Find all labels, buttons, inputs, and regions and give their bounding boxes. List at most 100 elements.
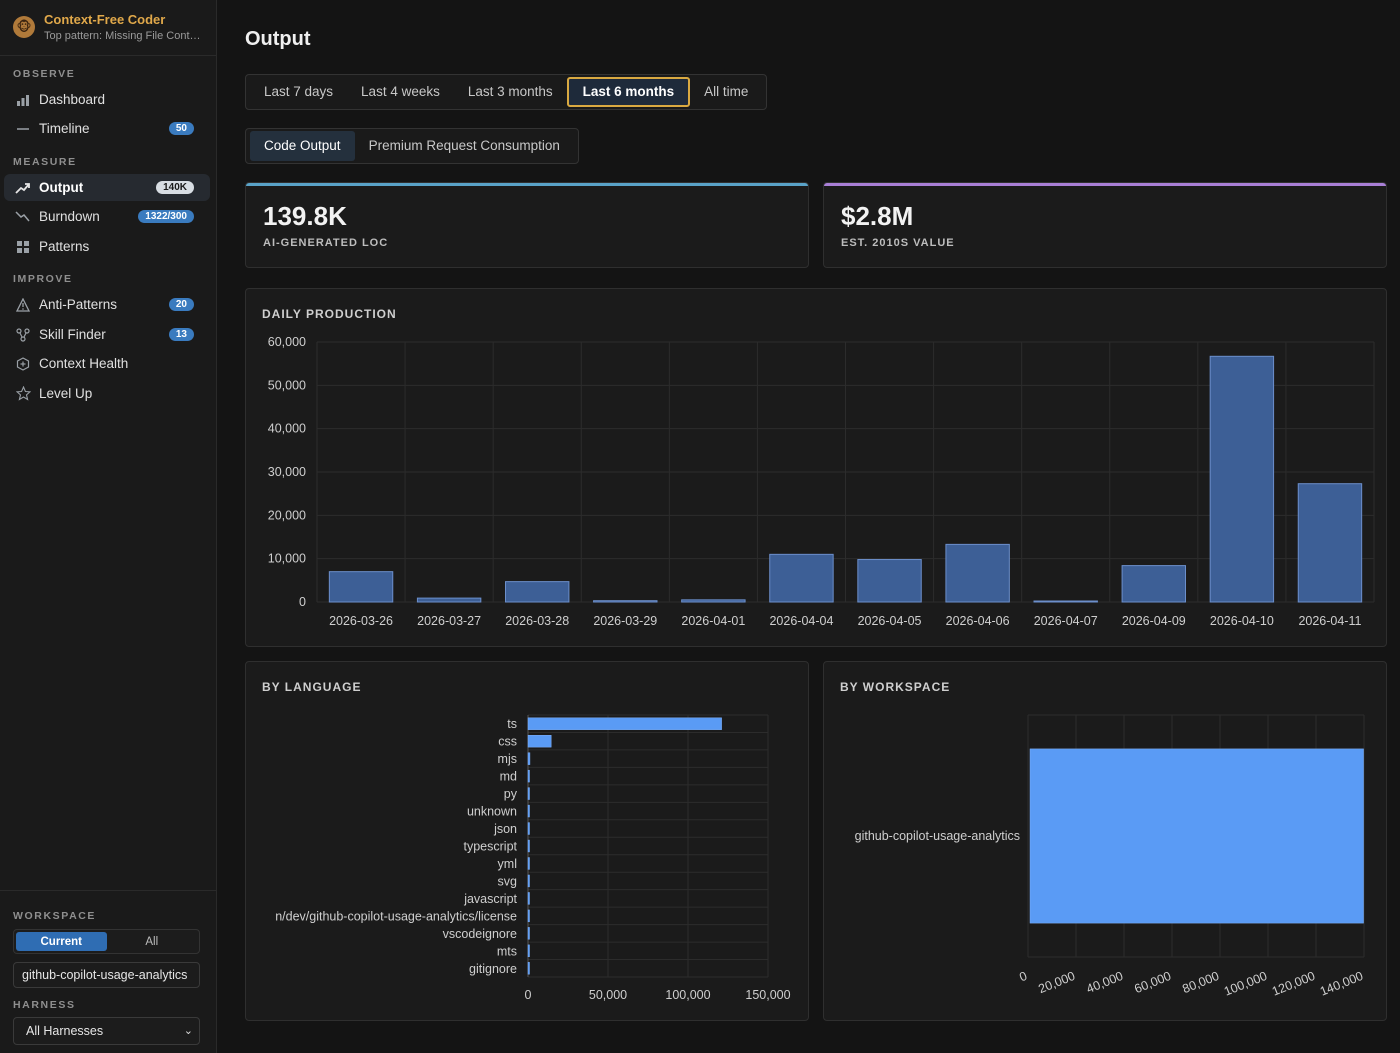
- x-tick-label: 2026-04-01: [681, 614, 745, 628]
- bar: [1209, 355, 1275, 603]
- count-badge: 1322/300: [138, 210, 194, 223]
- workspace-scope-toggle: Current All: [13, 929, 200, 954]
- x-tick-label: 2026-04-11: [1298, 614, 1361, 628]
- y-tick-label: 50,000: [268, 378, 306, 392]
- bar: [527, 909, 530, 923]
- bar: [769, 553, 834, 603]
- sidebar-item-label: Output: [39, 180, 84, 195]
- bar: [328, 571, 394, 603]
- kpi-label: AI-GENERATED LOC: [263, 237, 389, 249]
- daily-production-panel: DAILY PRODUCTION 0 10,000 20,000 30,000 40,0…: [245, 288, 1387, 647]
- sidebar-item-output[interactable]: Output 140K: [4, 174, 210, 201]
- sidebar-item-context-health[interactable]: Context Health: [4, 350, 210, 377]
- kpi-value: 139.8K: [263, 201, 347, 231]
- x-tick-label: 2026-04-09: [1122, 614, 1186, 628]
- brand-subtitle: Top pattern: Missing File Context: [44, 30, 204, 42]
- bar: [527, 804, 530, 818]
- x-tick-label: 2026-04-05: [858, 614, 922, 628]
- section-label-measure: MEASURE: [13, 156, 77, 168]
- sidebar-item-dashboard[interactable]: Dashboard: [4, 86, 210, 113]
- y-tick-label: md: [500, 770, 517, 784]
- harness-select[interactable]: All Harnesses ⌄: [13, 1017, 200, 1045]
- section-label-observe: OBSERVE: [13, 68, 76, 80]
- bar: [681, 599, 746, 603]
- x-tick-label: 100,000: [1222, 969, 1269, 999]
- view-tabs: Code Output Premium Request Consumption: [245, 128, 579, 164]
- brand[interactable]: 🐵 Context-Free Coder Top pattern: Missin…: [12, 10, 207, 50]
- bar-chart-icon: [14, 91, 32, 109]
- y-tick-label: javascript: [463, 892, 517, 906]
- monkey-logo-icon: 🐵: [13, 16, 35, 38]
- harness-select-value: All Harnesses: [26, 1024, 104, 1038]
- workspace-label: WORKSPACE: [13, 910, 97, 922]
- bar: [527, 839, 530, 853]
- count-badge: 50: [168, 122, 194, 135]
- bar: [527, 944, 530, 957]
- tab-last-6-months[interactable]: Last 6 months: [566, 77, 691, 107]
- bar: [1033, 600, 1098, 603]
- page-title: Output: [245, 28, 311, 50]
- y-tick-label: vscodeignore: [443, 927, 517, 941]
- x-tick-label: 2026-03-26: [329, 614, 393, 628]
- y-tick-label: css: [498, 735, 517, 749]
- y-tick-label: 20,000: [268, 508, 306, 522]
- bar: [1297, 483, 1363, 603]
- bar: [527, 874, 530, 888]
- y-tick-label: 0: [299, 595, 306, 609]
- timeline-icon: [14, 120, 32, 138]
- sidebar-item-label: Context Health: [39, 356, 129, 371]
- count-badge: 13: [168, 328, 194, 341]
- chart-title: BY WORKSPACE: [840, 680, 951, 694]
- workspace-input[interactable]: github-copilot-usage-analytics: [13, 962, 200, 988]
- x-tick-label: 80,000: [1180, 969, 1221, 996]
- bar: [527, 787, 530, 800]
- sidebar-item-patterns[interactable]: Patterns: [4, 233, 210, 260]
- bar: [527, 822, 530, 835]
- x-tick-label: 2026-04-07: [1034, 614, 1098, 628]
- x-tick-label: 2026-03-28: [505, 614, 569, 628]
- tab-last-4-weeks[interactable]: Last 4 weeks: [361, 84, 440, 99]
- hexagon-plus-icon: [14, 355, 32, 373]
- x-tick-label: 0: [1017, 969, 1029, 985]
- bar: [857, 559, 922, 603]
- tab-premium-request-consumption[interactable]: Premium Request Consumption: [368, 138, 560, 153]
- workspace-current-button[interactable]: Current: [16, 932, 107, 951]
- tab-last-7-days[interactable]: Last 7 days: [264, 84, 334, 99]
- y-tick-label: json: [493, 822, 517, 836]
- y-tick-label: py: [504, 787, 518, 801]
- bar: [527, 892, 530, 905]
- sidebar-item-skill-finder[interactable]: Skill Finder 13: [4, 321, 210, 348]
- y-tick-label: mjs: [498, 752, 517, 766]
- kpi-accent-bar: [246, 183, 808, 186]
- sidebar-item-label: Burndown: [39, 209, 100, 224]
- time-range-tabs: Last 7 days Last 4 weeks Last 3 months L…: [245, 74, 768, 110]
- tab-all-time[interactable]: All time: [704, 84, 749, 99]
- sidebar-item-timeline[interactable]: Timeline 50: [4, 115, 210, 142]
- x-tick-label: 120,000: [1270, 969, 1317, 999]
- kpi-card-loc: 139.8K AI-GENERATED LOC: [245, 182, 809, 268]
- y-tick-label: yml: [498, 857, 517, 871]
- sidebar-item-anti-patterns[interactable]: Anti-Patterns 20: [4, 291, 210, 318]
- y-tick-label: gitignore: [469, 962, 517, 976]
- y-tick-label: mts: [497, 944, 517, 958]
- trend-down-icon: [14, 208, 32, 226]
- divider: [0, 890, 216, 891]
- chart-title: DAILY PRODUCTION: [262, 307, 397, 321]
- x-tick-label: 0: [525, 988, 532, 1002]
- bar: [527, 717, 722, 730]
- workspace-all-button[interactable]: All: [145, 935, 159, 948]
- sidebar-item-level-up[interactable]: Level Up: [4, 380, 210, 407]
- x-tick-label: 100,000: [665, 988, 710, 1002]
- sidebar-item-label: Dashboard: [39, 92, 106, 107]
- kpi-card-value: $2.8M EST. 2010S VALUE: [823, 182, 1387, 268]
- sidebar-item-burndown[interactable]: Burndown 1322/300: [4, 203, 210, 230]
- tab-last-3-months[interactable]: Last 3 months: [467, 84, 553, 99]
- y-tick-label: unknown: [467, 805, 517, 819]
- y-tick-label: ts: [507, 717, 517, 731]
- tab-code-output[interactable]: Code Output: [250, 131, 355, 161]
- bar: [527, 769, 530, 783]
- x-tick-label: 2026-03-27: [417, 614, 481, 628]
- brand-name: Context-Free Coder: [44, 12, 166, 27]
- sidebar-item-label: Level Up: [39, 386, 93, 401]
- bar: [945, 543, 1010, 603]
